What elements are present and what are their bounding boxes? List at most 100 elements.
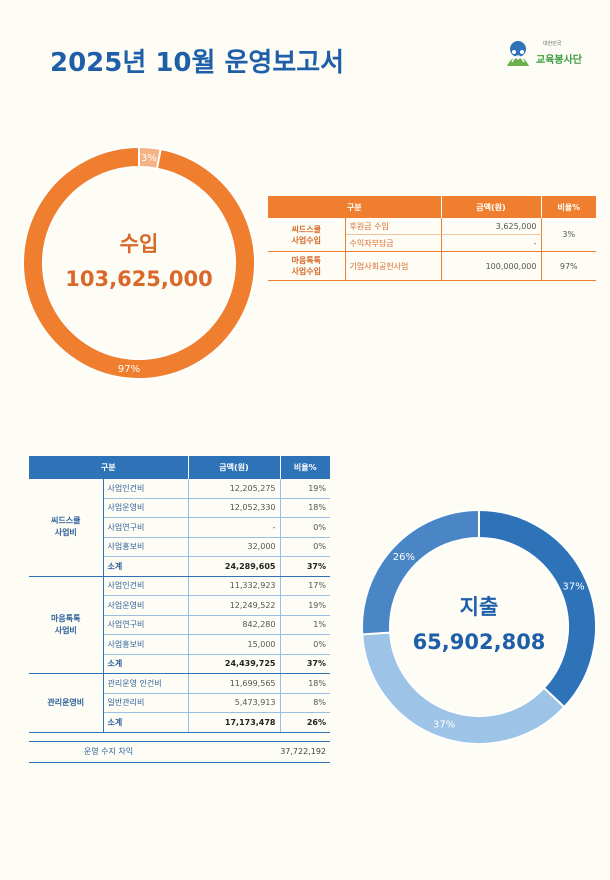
table-row: 씨드스쿨 사업비 사업인건비 12,205,275 19% [29, 479, 330, 577]
income-table: 구분 금액(원) 비율% 씨드스쿨 사업수입 후원금 수입 3,625,000 … [268, 196, 596, 281]
balance-label: 운영 수지 차익 [29, 741, 188, 763]
item-name: 사업운영비 [103, 498, 189, 518]
header-category: 구분 [29, 456, 188, 479]
table-row: 씨드스쿨 사업수입 후원금 수입 3,625,000 3% [268, 218, 596, 252]
table-row: 사업운영비 12,052,330 18% [29, 498, 330, 518]
donut-slice [22, 145, 256, 380]
expense-table: 구분 금액(원) 비율% 씨드스쿨 사업비 사업인건비 12,205,275 19% 사업… [29, 456, 330, 763]
item-pct: 17% [280, 576, 330, 596]
item-amount: 24,439,725 [188, 654, 281, 674]
item-name: 사업연구비 [103, 615, 189, 635]
income-donut-chart: 3% 97% 수입 103,625,000 [22, 145, 256, 380]
people-leaf-logo-icon [507, 41, 529, 66]
group-name-line2: 사업비 [54, 625, 77, 635]
group-pct: 3% [541, 218, 596, 252]
item-pct: 8% [280, 693, 330, 713]
item-name: 후원금 수입 [345, 218, 442, 235]
donut-slice-label: 3% [141, 153, 157, 164]
header-ratio: 비율% [540, 196, 596, 218]
spacer-cell [29, 732, 330, 742]
donut-slice-label: 97% [118, 364, 140, 375]
group-name-line1: 마음톡톡 [291, 256, 321, 265]
table-row: 수익자부담금 - [268, 234, 596, 252]
item-pct: 18% [280, 498, 330, 518]
group-pct: 97% [541, 251, 596, 281]
expense-label: 지출 [459, 595, 499, 619]
donut-slice-label: 37% [433, 719, 455, 730]
balance-value: 37,722,192 [188, 741, 330, 763]
page-title: 2025년 10월 운영보고서 [50, 48, 345, 78]
table-row: 사업연구비 842,280 1% [29, 615, 330, 635]
item-pct: 19% [280, 595, 330, 616]
item-pct: 37% [280, 654, 330, 674]
expense-group-name: 마음톡톡 사업비 [29, 576, 104, 674]
item-pct: 19% [280, 479, 330, 499]
group-name-line2: 사업수입 [291, 267, 321, 276]
item-amount: 12,052,330 [188, 498, 281, 518]
item-amount: 11,699,565 [188, 673, 281, 694]
item-pct: 18% [280, 673, 330, 694]
item-name: 사업홍보비 [103, 634, 189, 655]
group-seedschool: 씨드스쿨 사업수입 [268, 218, 346, 252]
group-name-line2: 사업수입 [291, 235, 321, 245]
item-amount: 15,000 [188, 634, 281, 655]
donut-slice-label: 26% [393, 552, 415, 563]
item-amount: 12,205,275 [188, 479, 281, 499]
item-amount: 11,332,923 [188, 576, 281, 596]
item-name: 일반관리비 [103, 693, 189, 713]
subtotal-row: 소계 24,439,725 37% [29, 654, 330, 674]
income-total: 103,625,000 [65, 267, 213, 291]
item-pct: 1% [280, 615, 330, 635]
subtotal-row: 소계 24,289,605 37% [29, 556, 330, 577]
item-amount: 24,289,605 [188, 556, 281, 577]
donut-slice-label: 37% [562, 582, 584, 593]
header-amount: 금액(원) [440, 196, 541, 218]
expense-donut-svg: 37% 37% 26% [361, 508, 597, 745]
expense-group-name: 관리운영비 [29, 673, 104, 733]
balance-row: 운영 수지 차익 37,722,192 [29, 741, 330, 763]
item-amount: - [188, 517, 281, 538]
table-row: 마음톡톡 사업수입 기업사회공헌사업 100,000,000 97% [268, 251, 596, 281]
group-name-line1: 관리운영비 [47, 697, 85, 707]
item-name: 사업인건비 [103, 479, 189, 499]
header-amount: 금액(원) [187, 456, 280, 479]
item-pct: 0% [280, 537, 330, 557]
income-table-header: 구분 금액(원) 비율% [268, 196, 596, 218]
header-category: 구분 [268, 196, 441, 218]
spacer-row [29, 732, 330, 742]
table-row: 마음톡톡 사업비 사업인건비 11,332,923 17% [29, 576, 330, 674]
group-maeum: 마음톡톡 사업수입 [268, 251, 346, 281]
item-name: 소계 [103, 712, 189, 733]
table-row: 사업연구비 -0% [29, 517, 330, 538]
item-amount: 5,473,913 [188, 693, 281, 713]
item-pct: 37% [280, 556, 330, 577]
group-name-line2: 사업비 [54, 528, 77, 538]
header-ratio: 비율% [279, 456, 330, 479]
item-amount: 12,249,522 [188, 595, 281, 616]
expense-table-body: 씨드스쿨 사업비 사업인건비 12,205,275 19% 사업운영비 12,052,330… [29, 479, 330, 763]
expense-donut-chart: 37% 37% 26% 지출 65,902,808 [361, 508, 597, 745]
item-pct: 0% [280, 634, 330, 655]
logo-org-name: 교육봉사단 [536, 55, 582, 66]
table-row: 일반관리비 5,473,913 8% [29, 693, 330, 713]
item-amount: 100,000,000 [441, 251, 542, 281]
item-name: 사업연구비 [103, 517, 189, 538]
item-name: 사업운영비 [103, 595, 189, 616]
income-label: 수입 [119, 232, 159, 256]
income-donut-svg: 3% 97% [22, 145, 256, 380]
donut-slice [361, 508, 480, 636]
item-name: 관리운영 인건비 [103, 673, 189, 694]
item-name: 소계 [103, 556, 189, 577]
expense-table-header: 구분 금액(원) 비율% [29, 456, 330, 479]
group-name-line1: 씨드스쿨 [291, 224, 321, 234]
item-name: 사업인건비 [103, 576, 189, 596]
table-row: 사업홍보비 15,000 0% [29, 634, 330, 655]
item-pct: 0% [280, 517, 330, 538]
item-name: 수익자부담금 [345, 234, 442, 252]
group-name-line1: 씨드스쿨 [51, 516, 81, 526]
item-amount: 32,000 [188, 537, 281, 557]
item-amount: 3,625,000 [441, 218, 542, 235]
item-amount: 842,280 [188, 615, 281, 635]
item-name: 사업홍보비 [103, 537, 189, 557]
